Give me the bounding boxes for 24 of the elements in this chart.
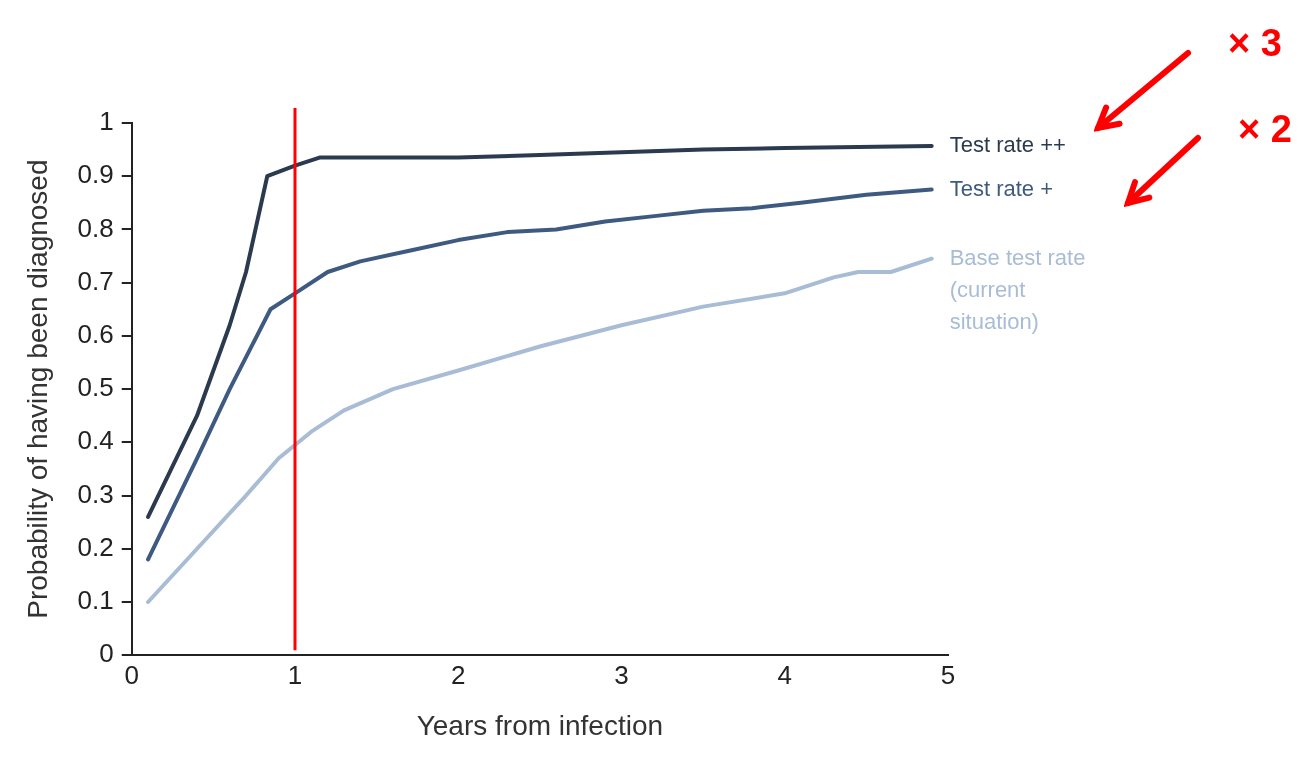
x-tick-label: 4 (777, 659, 792, 690)
x-axis-title: Years from infection (416, 709, 664, 741)
x-tick-label: 2 (451, 659, 466, 690)
y-tick-label: 0.4 (77, 425, 114, 456)
y-tick-label: 0.3 (77, 478, 114, 509)
series-label: Test rate + (949, 175, 1054, 201)
x-tick-label: 3 (614, 659, 629, 690)
y-tick-label: 0 (99, 638, 114, 669)
y-tick-label: 0.9 (77, 159, 114, 190)
x-tick-label: 1 (287, 659, 303, 690)
y-tick-label: 0.5 (77, 372, 114, 403)
text: × 3 (1228, 22, 1282, 65)
series-label: Test rate ++ (949, 131, 1066, 157)
x-tick-label: 0 (124, 659, 139, 690)
y-axis-title: Probability of having been diagnosed (21, 159, 53, 619)
series-label: Base test rate (current situation) (949, 244, 1086, 334)
y-tick-label: 0.8 (77, 212, 114, 243)
y-tick-label: 0.6 (77, 319, 114, 350)
y-tick-label: 0.1 (77, 585, 114, 616)
y-tick-label: 0.7 (77, 265, 114, 296)
text: × 2 (1238, 108, 1292, 151)
x-tick-label: 5 (940, 659, 956, 690)
y-tick-label: 1 (99, 106, 114, 137)
y-tick-label: 0.2 (77, 531, 114, 562)
